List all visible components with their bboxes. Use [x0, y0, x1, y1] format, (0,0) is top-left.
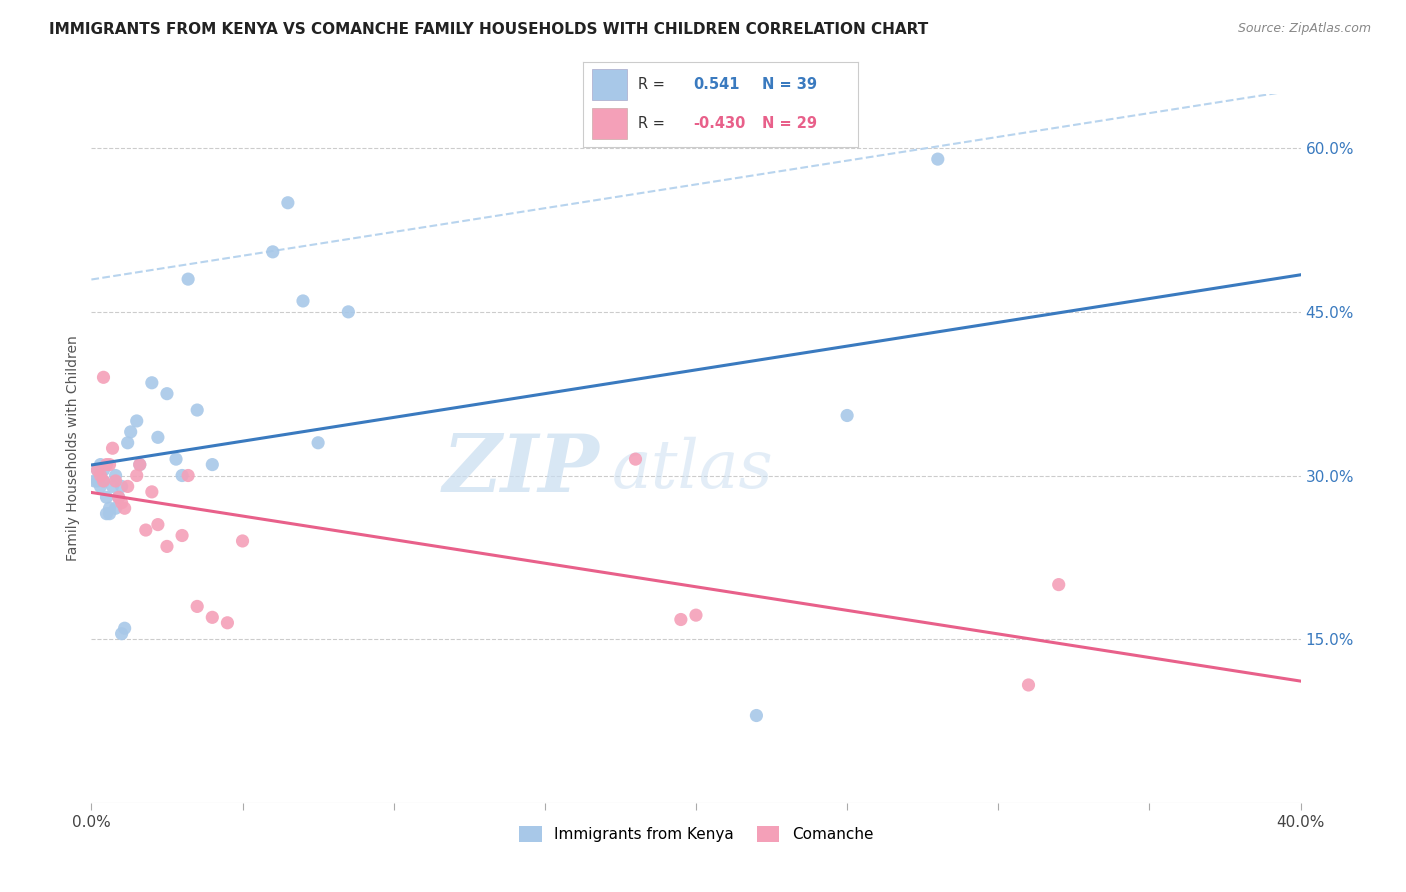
Point: [114, 501, 136, 516]
Point: [135, 523, 157, 537]
Text: 0.541: 0.541: [693, 77, 740, 92]
Point: [156, 386, 179, 401]
Point: [125, 468, 148, 483]
Y-axis label: Family Households with Children: Family Households with Children: [66, 335, 80, 561]
Point: [217, 615, 239, 630]
Point: [685, 608, 707, 623]
Text: N = 29: N = 29: [762, 116, 817, 131]
Point: [1018, 678, 1040, 692]
Point: [146, 430, 169, 444]
Point: [186, 599, 208, 614]
Point: [201, 610, 224, 624]
FancyBboxPatch shape: [592, 70, 627, 100]
Point: [93, 474, 115, 488]
Text: R =: R =: [638, 77, 665, 92]
Point: [96, 507, 118, 521]
Text: IMMIGRANTS FROM KENYA VS COMANCHE FAMILY HOUSEHOLDS WITH CHILDREN CORRELATION CH: IMMIGRANTS FROM KENYA VS COMANCHE FAMILY…: [49, 22, 928, 37]
Point: [292, 293, 315, 308]
Point: [114, 621, 136, 635]
Point: [107, 491, 129, 505]
Point: [104, 468, 127, 483]
Point: [177, 468, 200, 483]
Point: [93, 474, 115, 488]
Point: [141, 376, 163, 390]
Point: [165, 452, 187, 467]
Point: [186, 403, 208, 417]
Point: [120, 425, 142, 439]
FancyBboxPatch shape: [592, 108, 627, 139]
Point: [83, 474, 105, 488]
Point: [101, 442, 124, 455]
Text: -0.430: -0.430: [693, 116, 745, 131]
Point: [172, 468, 194, 483]
Point: [141, 484, 163, 499]
Point: [146, 517, 169, 532]
Point: [89, 468, 111, 483]
Point: [86, 474, 108, 488]
Point: [927, 152, 949, 166]
Point: [101, 479, 124, 493]
Point: [745, 708, 768, 723]
Point: [201, 458, 224, 472]
Point: [89, 468, 111, 483]
Point: [111, 496, 132, 510]
Point: [156, 540, 179, 554]
Point: [107, 491, 129, 505]
Point: [231, 533, 253, 548]
Point: [337, 305, 360, 319]
Point: [96, 458, 118, 472]
Point: [111, 626, 132, 640]
Point: [835, 409, 858, 423]
Point: [172, 528, 194, 542]
Legend: Immigrants from Kenya, Comanche: Immigrants from Kenya, Comanche: [513, 820, 879, 848]
Point: [117, 435, 139, 450]
Point: [1047, 577, 1070, 591]
Point: [86, 463, 108, 477]
Point: [93, 370, 115, 384]
Point: [624, 452, 647, 467]
Point: [96, 491, 118, 505]
Text: Source: ZipAtlas.com: Source: ZipAtlas.com: [1237, 22, 1371, 36]
Point: [98, 507, 121, 521]
Point: [93, 463, 115, 477]
Point: [117, 479, 139, 493]
Point: [111, 479, 132, 493]
Point: [128, 458, 150, 472]
Point: [125, 414, 148, 428]
Point: [262, 244, 284, 259]
Point: [307, 435, 329, 450]
Point: [98, 501, 121, 516]
Point: [89, 458, 111, 472]
Point: [128, 458, 150, 472]
Text: R =: R =: [638, 116, 665, 131]
Point: [89, 479, 111, 493]
Point: [86, 463, 108, 477]
Point: [98, 458, 121, 472]
Text: N = 39: N = 39: [762, 77, 817, 92]
Point: [277, 195, 299, 210]
Text: ZIP: ZIP: [443, 431, 599, 508]
Text: atlas: atlas: [612, 437, 773, 502]
Point: [104, 501, 127, 516]
Point: [669, 613, 692, 627]
Point: [177, 272, 200, 286]
Point: [104, 474, 127, 488]
